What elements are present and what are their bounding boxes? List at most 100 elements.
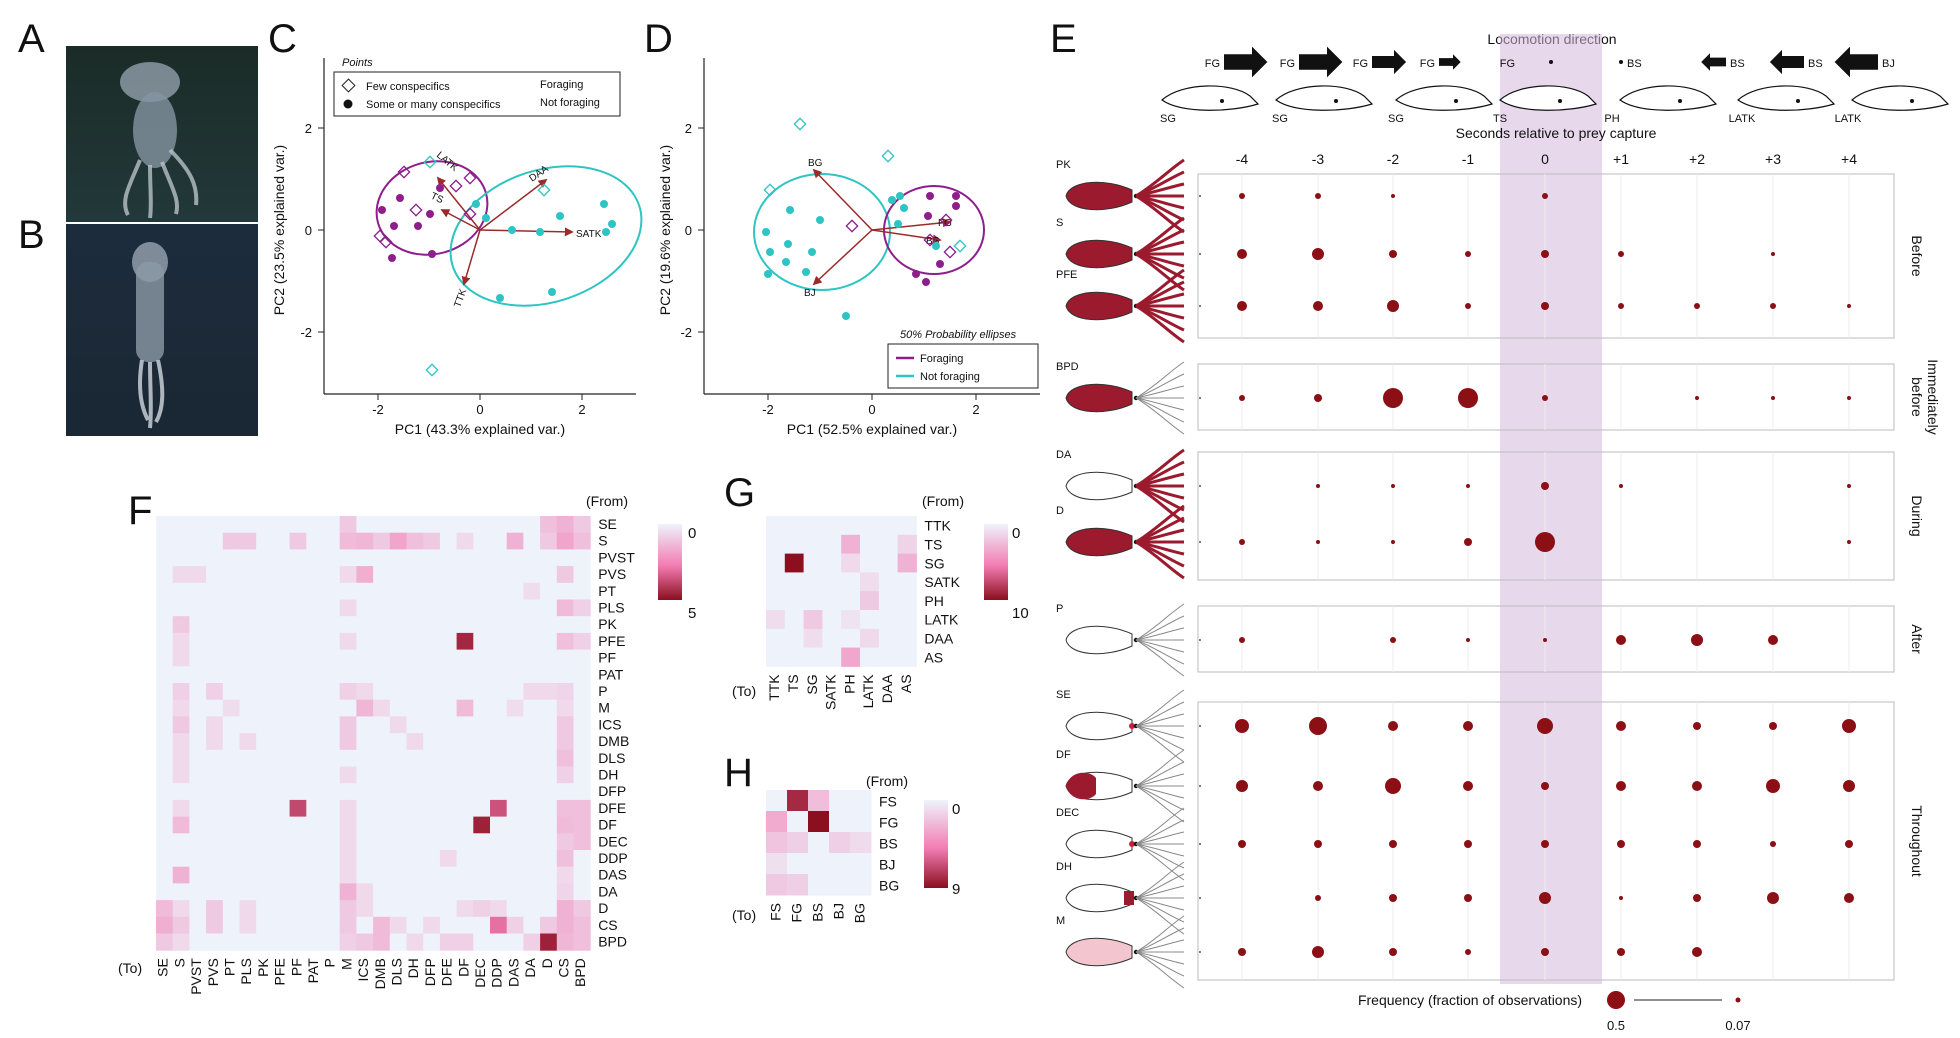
heat-cell <box>784 610 805 630</box>
heat-cell <box>356 566 374 584</box>
heat-col-label: M <box>338 958 354 970</box>
heat-cell <box>473 716 491 734</box>
e-locomotion-label: BS <box>1627 58 1642 70</box>
heat-cell <box>389 749 407 767</box>
d-point <box>943 245 957 259</box>
heat-cell <box>306 532 324 550</box>
d-point <box>894 220 902 228</box>
panel-label-e: E <box>1050 17 1077 61</box>
heat-cell <box>423 783 441 801</box>
e-frequency-dot <box>1464 538 1472 546</box>
heat-cell <box>556 516 574 534</box>
heat-cell <box>272 883 291 901</box>
heat-cell <box>766 610 786 630</box>
heat-cell <box>523 900 541 918</box>
heat-cell <box>189 632 207 651</box>
heat-cell <box>306 632 324 651</box>
heat-cell <box>766 790 788 812</box>
heat-cell <box>556 582 574 600</box>
e-locomotion-label: FG <box>1420 58 1435 70</box>
e-frequency-dot <box>1315 193 1321 199</box>
heat-cell <box>456 532 474 550</box>
heat-cell <box>172 716 190 734</box>
heat-cell <box>189 816 207 834</box>
heat-cell <box>439 883 458 901</box>
c-ytick: -2 <box>300 325 312 340</box>
heat-cell <box>456 799 474 818</box>
e-frequency-dot <box>1309 717 1327 735</box>
heat-cell <box>523 666 541 684</box>
c-point <box>472 200 480 208</box>
d-xtick: 0 <box>868 402 875 417</box>
heat-cell <box>189 666 207 684</box>
heat-cell <box>156 516 174 534</box>
heat-cell <box>423 749 441 767</box>
heat-cell <box>573 649 591 667</box>
heat-cell <box>406 549 424 567</box>
heat-cell <box>206 716 224 734</box>
d-arrow-label: BJ <box>804 288 816 299</box>
heat-cell <box>573 549 591 567</box>
heat-cell <box>389 549 407 567</box>
heat-cell <box>339 766 357 784</box>
e-frequency-dot <box>1619 896 1623 900</box>
heat-cell <box>573 699 591 717</box>
d-point <box>782 258 790 266</box>
e-posture-label: SG <box>1388 113 1404 125</box>
e-frequency-dot <box>1768 635 1778 645</box>
heat-cell <box>556 900 574 918</box>
heat-cell <box>573 716 591 734</box>
e-frequency-dot <box>1693 722 1701 730</box>
c-xtick: -2 <box>372 402 384 417</box>
heat-cell <box>523 833 541 851</box>
heat-cell <box>490 549 508 567</box>
heat-cell <box>323 549 341 567</box>
heat-cell <box>389 683 407 701</box>
heat-cell <box>356 516 374 534</box>
heat-cell <box>473 916 491 934</box>
heat-cell <box>339 833 357 851</box>
heat-cell <box>323 733 341 751</box>
e-behavior-label: DA <box>1056 449 1072 461</box>
c-point <box>436 184 444 192</box>
e-frequency-dot <box>1541 948 1549 956</box>
heat-cell <box>540 733 558 751</box>
e-locomotion-arrow <box>1224 46 1268 78</box>
heat-cell <box>897 591 917 611</box>
heat-cell <box>339 516 357 534</box>
e-frequency-dot <box>1616 721 1626 731</box>
heat-cell <box>373 833 391 851</box>
heat-cell <box>506 716 524 734</box>
heat-cell <box>406 833 424 851</box>
heat-cell <box>239 616 257 634</box>
heat-cell <box>490 733 508 751</box>
heat-cell <box>556 933 574 951</box>
heat-cell <box>222 616 240 634</box>
heat-cell <box>389 916 407 934</box>
heat-cell <box>787 811 809 833</box>
heat-cell <box>189 649 207 667</box>
heat-cell <box>339 799 357 818</box>
heat-cell <box>540 933 558 951</box>
heat-cell <box>373 749 391 767</box>
heat-cell <box>506 850 524 868</box>
heat-cell <box>523 749 541 767</box>
heat-cell <box>239 599 257 617</box>
heat-cell <box>490 833 508 851</box>
heat-cell <box>506 866 524 884</box>
heat-cell <box>272 549 291 567</box>
heat-cell <box>222 916 240 934</box>
heat-cell <box>878 516 899 536</box>
c-point <box>537 183 551 197</box>
heat-cell <box>389 516 407 534</box>
heat-cell <box>456 599 474 617</box>
heat-cell <box>841 628 861 649</box>
e-legend-title: Frequency (fraction of observations) <box>1358 992 1582 1008</box>
heat-cell <box>822 628 842 649</box>
heat-cell <box>473 516 491 534</box>
heat-cell <box>373 850 391 868</box>
d-point <box>900 204 908 212</box>
heat-col-label: DLS <box>388 958 404 985</box>
heat-cell <box>473 816 491 834</box>
